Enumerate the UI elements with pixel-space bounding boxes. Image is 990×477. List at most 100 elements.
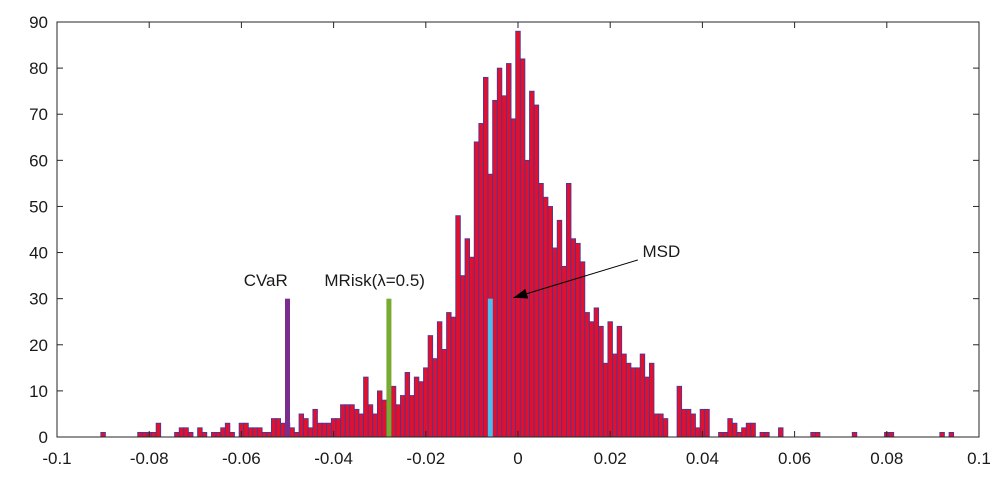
histogram-bar (616, 325, 623, 438)
histogram-bar (492, 99, 498, 438)
histogram-bar (948, 431, 955, 438)
histogram-bar (741, 427, 747, 438)
histogram-bar (298, 413, 305, 438)
histogram-bar (400, 395, 406, 438)
x-tick-label: 0.1 (967, 449, 990, 468)
risk-marker-lines (285, 298, 493, 437)
annotation-mrisk-0-5: MRisk(λ=0.5) (324, 271, 425, 290)
histogram-bar (810, 431, 816, 438)
histogram-bar (459, 275, 466, 438)
histogram-bar (501, 95, 507, 438)
histogram-bar (579, 261, 586, 438)
histogram-bar (423, 367, 429, 438)
histogram-bar (648, 362, 655, 438)
histogram-bar (211, 431, 217, 438)
histogram-bar (446, 312, 452, 438)
histogram-bar (612, 353, 618, 438)
histogram-bar (340, 404, 346, 438)
histogram-bar (653, 413, 660, 438)
histogram-bar (464, 238, 470, 438)
histogram-bar (602, 362, 609, 438)
histogram-bar (413, 376, 420, 438)
histogram-bar (100, 431, 106, 438)
histogram-bar (685, 408, 692, 438)
histogram-bar (662, 418, 669, 438)
histogram-bar (303, 418, 309, 438)
histogram-bar (349, 404, 355, 438)
histogram-bar (229, 431, 235, 438)
histogram-bar (736, 431, 742, 438)
histogram-bar (280, 422, 286, 438)
histogram-bar (676, 385, 683, 438)
histogram-bar (178, 427, 185, 438)
marker-line-mrisk-0-5 (386, 298, 392, 437)
histogram-bar (275, 418, 281, 438)
histogram-bar (187, 431, 194, 438)
histogram-bar (547, 206, 553, 438)
histogram-bar (363, 376, 369, 438)
histogram-bar (496, 67, 503, 438)
annotation-cvar: CVaR (244, 271, 288, 290)
histogram-bar (137, 431, 143, 438)
y-axis-ticks: 0 10 20 30 40 50 60 70 80 90 (29, 13, 979, 447)
y-tick-label: 40 (29, 244, 48, 263)
y-tick-label: 0 (39, 428, 48, 447)
histogram-bar (538, 182, 544, 438)
histogram-bar (257, 427, 263, 438)
histogram-bar (483, 76, 489, 438)
histogram-bar (455, 215, 461, 438)
histogram-bar (151, 431, 157, 438)
annotations: CVaR MRisk(λ=0.5) MSD (244, 242, 680, 299)
msd-arrow-shaft (513, 259, 639, 299)
x-axis-ticks: -0.1 -0.08 -0.06 -0.04 -0.02 0 0.02 0.04 0.06 0.0… (42, 22, 990, 468)
histogram-bar (625, 362, 632, 438)
histogram-bar (529, 90, 535, 438)
y-tick-label: 30 (29, 290, 48, 309)
y-tick-label: 80 (29, 59, 48, 78)
histogram-bar (376, 390, 383, 438)
x-tick-label: 0.08 (870, 449, 903, 468)
histogram-bar (289, 427, 295, 438)
histogram-bar (335, 418, 341, 438)
histogram-bar (473, 141, 480, 438)
histogram-bar (519, 58, 526, 438)
histogram-bar (690, 413, 696, 438)
histogram-bar (598, 325, 604, 438)
histogram-bar (635, 367, 641, 438)
histogram-bar (141, 431, 148, 438)
histogram-bar (778, 427, 784, 438)
histogram-bar (851, 431, 858, 438)
histogram-bar (621, 353, 627, 438)
x-tick-label: 0 (513, 449, 522, 468)
histogram-bar (326, 422, 332, 438)
histogram-bar (888, 431, 895, 438)
histogram-bar (542, 196, 549, 438)
histogram-bar (224, 422, 231, 438)
histogram-bar (764, 431, 770, 438)
x-tick-label: -0.08 (130, 449, 169, 468)
histogram-bar (814, 431, 821, 438)
x-tick-label: -0.06 (222, 449, 261, 468)
histogram-bar (533, 104, 540, 438)
histogram-bar (270, 418, 277, 438)
histogram-bar (731, 422, 738, 438)
histogram-bar (243, 422, 249, 438)
x-tick-label: -0.1 (42, 449, 71, 468)
histogram-bar (321, 422, 328, 438)
histogram-bar (395, 404, 401, 438)
histogram-bar (745, 422, 752, 438)
histogram-bar (372, 413, 378, 438)
y-tick-label: 60 (29, 151, 48, 170)
annotation-msd: MSD (642, 242, 680, 261)
histogram-bar (247, 427, 254, 438)
histogram-bar (478, 123, 484, 438)
y-tick-label: 50 (29, 197, 48, 216)
histogram-bar (552, 247, 558, 438)
histogram-bar (570, 238, 577, 438)
histogram-bar (630, 367, 636, 438)
histogram-bar (939, 431, 945, 438)
histogram-bar (469, 256, 475, 438)
y-tick-label: 70 (29, 105, 48, 124)
histogram-bars (100, 30, 955, 438)
histogram-bar (639, 353, 646, 438)
